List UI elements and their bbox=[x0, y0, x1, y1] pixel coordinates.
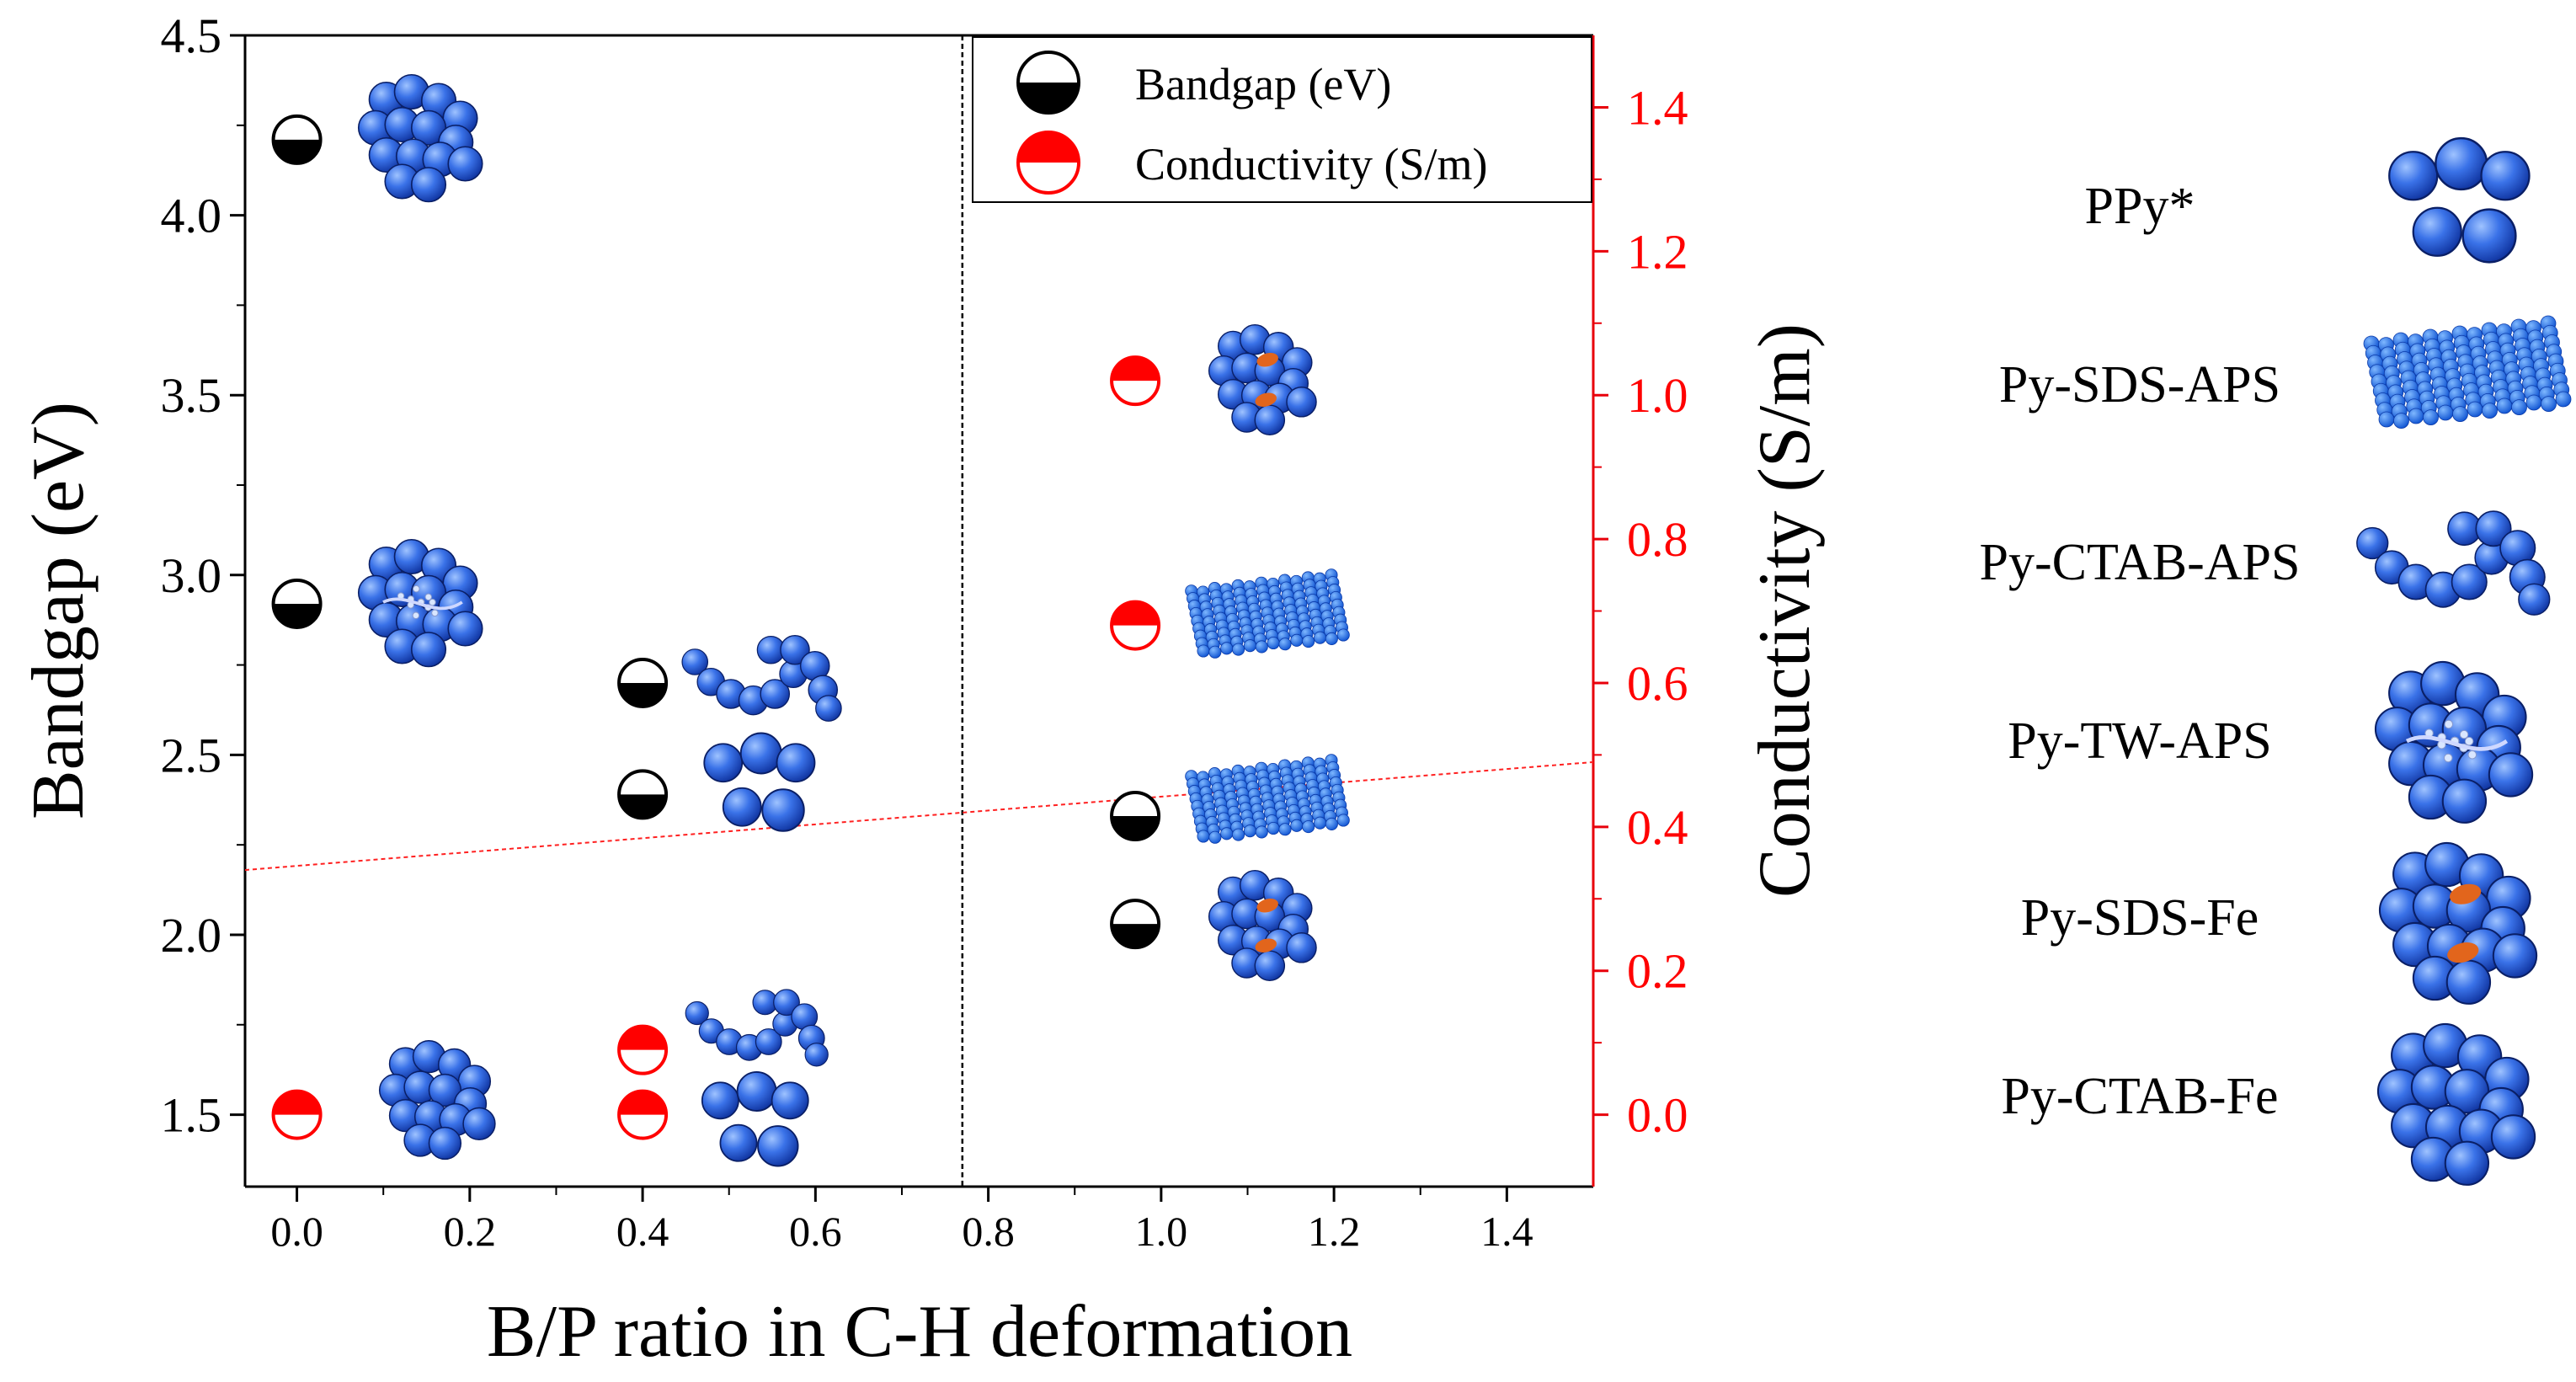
y-tick-label: 3.5 bbox=[161, 368, 222, 423]
ctab-aps-chain-icon bbox=[2356, 510, 2551, 616]
x-tick-label: 1.0 bbox=[1135, 1208, 1188, 1255]
data-markers bbox=[271, 114, 1161, 1140]
ctab-fe-cluster-icon bbox=[378, 1039, 496, 1161]
sample-label-py-sds-fe: Py-SDS-Fe bbox=[2021, 889, 2259, 947]
plot-morphology-icons bbox=[357, 73, 1350, 1167]
x-tick-label: 0.0 bbox=[270, 1208, 323, 1255]
y-tick-label: 2.0 bbox=[161, 908, 222, 963]
legend-conductivity-marker bbox=[1016, 131, 1080, 195]
sample-legend: PPy* Py-SDS-APS Py-CTAB-APS Py-TW-APS Py… bbox=[1980, 136, 2572, 1186]
trend-line bbox=[245, 760, 1593, 872]
y-tick-label: 4.0 bbox=[161, 189, 222, 243]
bandgap-point bbox=[1110, 899, 1161, 950]
y2-tick-label: 0.2 bbox=[1627, 944, 1688, 999]
sds-fe-cluster-icon bbox=[2378, 841, 2538, 1005]
y2-tick-label: 0.0 bbox=[1627, 1088, 1688, 1143]
sds-aps-sheet-icon bbox=[1185, 568, 1350, 659]
y2-tick-label: 0.8 bbox=[1627, 512, 1688, 567]
sample-label-ppy: PPy* bbox=[2085, 178, 2195, 235]
legend-bandgap-marker bbox=[1016, 51, 1080, 115]
x-axis-ticks: 0.0 0.2 0.4 0.6 0.8 1.0 1.2 1.4 bbox=[270, 1187, 1533, 1255]
ctab-aps-chain-icon bbox=[681, 634, 842, 722]
sample-label-py-tw-aps: Py-TW-APS bbox=[2008, 712, 2271, 770]
sds-aps-sheet-icon bbox=[1185, 754, 1350, 844]
tw-aps-cluster-icon bbox=[357, 538, 483, 668]
legend-bandgap-label: Bandgap (eV) bbox=[1135, 59, 1391, 109]
sds-fe-cluster-icon bbox=[1208, 323, 1317, 436]
x-tick-label: 0.4 bbox=[616, 1208, 669, 1255]
conductivity-point bbox=[1110, 355, 1161, 407]
x-tick-label: 0.6 bbox=[789, 1208, 842, 1255]
sample-label-py-sds-aps: Py-SDS-APS bbox=[1999, 356, 2280, 414]
y2-tick-label: 1.4 bbox=[1627, 80, 1688, 135]
bandgap-point bbox=[271, 114, 323, 165]
bandgap-point bbox=[617, 769, 669, 820]
y2-tick-label: 0.6 bbox=[1627, 656, 1688, 711]
bandgap-point bbox=[271, 578, 323, 629]
y2-tick-label: 1.2 bbox=[1627, 224, 1688, 279]
legend-conductivity-label: Conductivity (S/m) bbox=[1135, 139, 1488, 189]
x-tick-label: 1.4 bbox=[1480, 1208, 1533, 1255]
ppy-particles-icon bbox=[703, 732, 816, 832]
ppy-particles-icon bbox=[2388, 136, 2531, 264]
y2-tick-label: 0.4 bbox=[1627, 800, 1688, 855]
sample-label-py-ctab-fe: Py-CTAB-Fe bbox=[2001, 1068, 2278, 1125]
x-tick-label: 0.8 bbox=[962, 1208, 1015, 1255]
y2-tick-label: 1.0 bbox=[1627, 368, 1688, 423]
bandgap-point bbox=[617, 657, 669, 708]
bandgap-point bbox=[1110, 790, 1161, 841]
sds-aps-sheet-icon bbox=[2363, 315, 2572, 430]
y2-axis-title: Conductivity (S/m) bbox=[1744, 323, 1826, 898]
y-tick-label: 3.0 bbox=[161, 548, 222, 603]
x-tick-label: 0.2 bbox=[444, 1208, 497, 1255]
conductivity-point bbox=[617, 1089, 669, 1140]
sample-label-py-ctab-aps: Py-CTAB-APS bbox=[1980, 534, 2301, 591]
ctab-aps-chain-icon bbox=[685, 989, 829, 1067]
y2-axis-ticks: 0.0 0.2 0.4 0.6 0.8 1.0 1.2 1.4 bbox=[1593, 80, 1688, 1143]
sds-fe-cluster-icon bbox=[1208, 869, 1317, 982]
tw-aps-cluster-icon bbox=[2374, 660, 2534, 824]
conductivity-point bbox=[1110, 600, 1161, 651]
y-axis-ticks: 1.5 2.0 2.5 3.0 3.5 4.0 4.5 bbox=[161, 8, 245, 1143]
y-axis-title: Bandgap (eV) bbox=[18, 402, 99, 819]
x-axis-title: B/P ratio in C-H deformation bbox=[487, 1291, 1352, 1373]
ctab-fe-cluster-icon bbox=[357, 73, 483, 203]
ctab-fe-cluster-icon bbox=[2376, 1022, 2536, 1186]
legend: Bandgap (eV) Conductivity (S/m) bbox=[972, 36, 1592, 203]
conductivity-point bbox=[271, 1089, 323, 1140]
y-tick-label: 4.5 bbox=[161, 8, 222, 63]
x-tick-label: 1.2 bbox=[1308, 1208, 1361, 1255]
ppy-particles-icon bbox=[701, 1071, 809, 1167]
y-tick-label: 2.5 bbox=[161, 728, 222, 782]
y-tick-label: 1.5 bbox=[161, 1088, 222, 1143]
conductivity-point bbox=[617, 1024, 669, 1075]
